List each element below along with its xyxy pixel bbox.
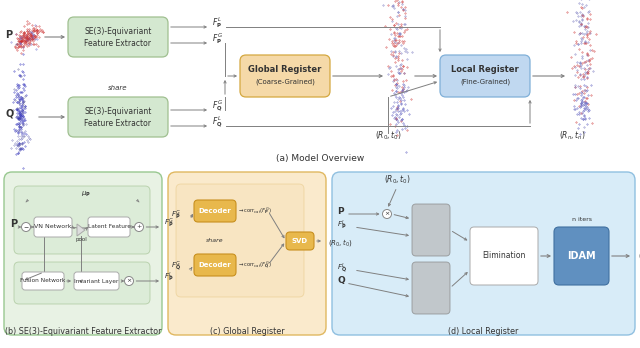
Text: (a) Model Overview: (a) Model Overview	[276, 153, 364, 163]
Text: SE(3)-Equivariant: SE(3)-Equivariant	[84, 26, 152, 35]
Text: ×: ×	[126, 278, 132, 284]
Text: $(R_n, t_n)$: $(R_n, t_n)$	[638, 251, 640, 263]
FancyBboxPatch shape	[34, 217, 72, 237]
Text: $F_\mathbf{Q}^G$: $F_\mathbf{Q}^G$	[171, 259, 181, 273]
FancyBboxPatch shape	[74, 272, 119, 290]
Text: SE(3)-Equivariant: SE(3)-Equivariant	[84, 106, 152, 116]
Text: Global Register: Global Register	[248, 64, 322, 73]
Text: $(R_0, t_0)$: $(R_0, t_0)$	[328, 237, 353, 247]
Text: $F_\mathbf{Q}^L$: $F_\mathbf{Q}^L$	[337, 261, 347, 275]
Text: share: share	[108, 85, 128, 91]
FancyBboxPatch shape	[176, 184, 304, 297]
Text: Latent Feature: Latent Feature	[88, 224, 131, 229]
Text: SVD: SVD	[292, 238, 308, 244]
Text: $\rightarrow$corr$_\mathrm{cat}$$(F_\mathbf{P}^G)$: $\rightarrow$corr$_\mathrm{cat}$$(F_\mat…	[237, 206, 272, 216]
Text: Elimination: Elimination	[483, 252, 525, 261]
FancyBboxPatch shape	[88, 217, 130, 237]
Text: $F_\mathbf{P}^G$: $F_\mathbf{P}^G$	[164, 216, 174, 229]
Text: Invariant Layer: Invariant Layer	[74, 278, 118, 284]
Text: Local Register: Local Register	[451, 64, 519, 73]
Text: Decoder: Decoder	[198, 208, 232, 214]
Text: VN Network: VN Network	[35, 224, 72, 229]
FancyBboxPatch shape	[168, 172, 326, 335]
Text: Feature Extractor: Feature Extractor	[84, 119, 152, 127]
Text: IDAM: IDAM	[567, 251, 596, 261]
Circle shape	[125, 277, 134, 285]
FancyBboxPatch shape	[68, 97, 168, 137]
Text: $F_\mathbf{P}^L$: $F_\mathbf{P}^L$	[212, 16, 222, 31]
Text: $F_\mathbf{Q}^G$: $F_\mathbf{Q}^G$	[212, 99, 223, 114]
Text: P: P	[337, 207, 344, 216]
Text: $F_\mathbf{P}^G$: $F_\mathbf{P}^G$	[212, 32, 223, 47]
Text: $(R_n, t_n)$: $(R_n, t_n)$	[559, 129, 586, 142]
FancyBboxPatch shape	[14, 262, 150, 304]
FancyBboxPatch shape	[470, 227, 538, 285]
Circle shape	[134, 222, 143, 231]
Text: ×: ×	[385, 212, 390, 216]
Text: $(R_0, t_0)$: $(R_0, t_0)$	[374, 129, 401, 142]
Text: Q: Q	[5, 109, 13, 119]
Text: $(R_0, t_0)$: $(R_0, t_0)$	[383, 173, 410, 185]
FancyBboxPatch shape	[440, 55, 530, 97]
Text: $\rightarrow$corr$_\mathrm{cat}$$(F_\mathbf{Q}^G)$: $\rightarrow$corr$_\mathrm{cat}$$(F_\mat…	[237, 260, 272, 270]
FancyBboxPatch shape	[286, 232, 314, 250]
FancyBboxPatch shape	[240, 55, 330, 97]
Text: (b) SE(3)-Equivariant Feature Extractor: (b) SE(3)-Equivariant Feature Extractor	[4, 326, 161, 335]
Text: $F_\mathbf{P}^G$: $F_\mathbf{P}^G$	[171, 209, 181, 222]
Text: P: P	[5, 30, 12, 40]
Text: $\mu_\mathbf{P}$: $\mu_\mathbf{P}$	[81, 189, 91, 199]
Text: +: +	[136, 224, 141, 229]
Circle shape	[22, 222, 31, 231]
Text: share: share	[206, 237, 224, 243]
FancyBboxPatch shape	[22, 272, 64, 290]
Text: Decoder: Decoder	[198, 262, 232, 268]
Text: pool: pool	[75, 237, 87, 243]
Text: $F_\mathbf{P}^L$: $F_\mathbf{P}^L$	[164, 270, 173, 284]
Text: P: P	[10, 219, 17, 229]
FancyBboxPatch shape	[14, 186, 150, 254]
Text: $F_\mathbf{Q}^L$: $F_\mathbf{Q}^L$	[212, 115, 223, 130]
Text: −: −	[24, 224, 29, 229]
Circle shape	[383, 209, 392, 219]
Text: n iters: n iters	[572, 217, 591, 222]
FancyBboxPatch shape	[68, 17, 168, 57]
FancyBboxPatch shape	[194, 254, 236, 276]
FancyBboxPatch shape	[554, 227, 609, 285]
Text: Fusion Network: Fusion Network	[20, 278, 66, 284]
FancyBboxPatch shape	[332, 172, 635, 335]
Text: (c) Global Register: (c) Global Register	[210, 326, 284, 335]
Text: Feature Extractor: Feature Extractor	[84, 39, 152, 47]
FancyBboxPatch shape	[412, 262, 450, 314]
FancyBboxPatch shape	[4, 172, 162, 335]
Polygon shape	[77, 224, 85, 236]
Text: (Coarse-Grained): (Coarse-Grained)	[255, 79, 315, 85]
FancyBboxPatch shape	[412, 204, 450, 256]
FancyBboxPatch shape	[194, 200, 236, 222]
Text: (Fine-Grained): (Fine-Grained)	[460, 79, 510, 85]
Text: Q: Q	[337, 276, 345, 285]
Text: $F_\mathbf{P}^L$: $F_\mathbf{P}^L$	[337, 218, 346, 231]
Text: (d) Local Register: (d) Local Register	[448, 326, 518, 335]
